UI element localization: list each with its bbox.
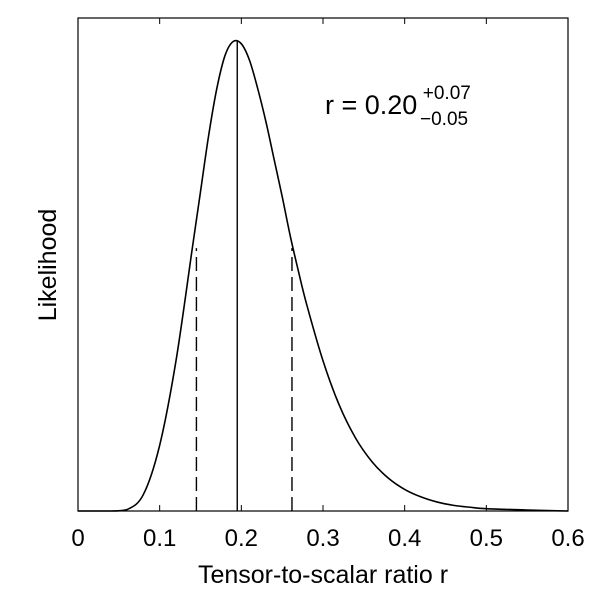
reference-lines — [195, 41, 293, 511]
likelihood-curve — [78, 39, 569, 512]
annotation: r = 0.20 +0.07 −0.05 — [325, 83, 475, 130]
x-tick-label: 0.6 — [551, 525, 584, 552]
x-ticks: 0 0.1 0.2 0.3 0.4 0.5 0.6 — [71, 18, 585, 552]
x-tick-label: 0.3 — [306, 525, 339, 552]
annotation-sub: −0.05 — [420, 109, 468, 130]
x-tick-label: 0.4 — [388, 525, 421, 552]
plot-frame — [77, 17, 569, 512]
x-tick-label: 0.1 — [143, 525, 176, 552]
annotation-base: r = 0.20 — [325, 90, 417, 120]
y-axis-label: Likelihood — [34, 209, 62, 322]
x-tick-label: 0 — [71, 525, 84, 552]
x-axis-label: Tensor-to-scalar ratio r — [198, 561, 448, 589]
x-tick-label: 0.2 — [225, 525, 258, 552]
annotation-sup: +0.07 — [423, 83, 471, 104]
x-tick-label: 0.5 — [470, 525, 503, 552]
